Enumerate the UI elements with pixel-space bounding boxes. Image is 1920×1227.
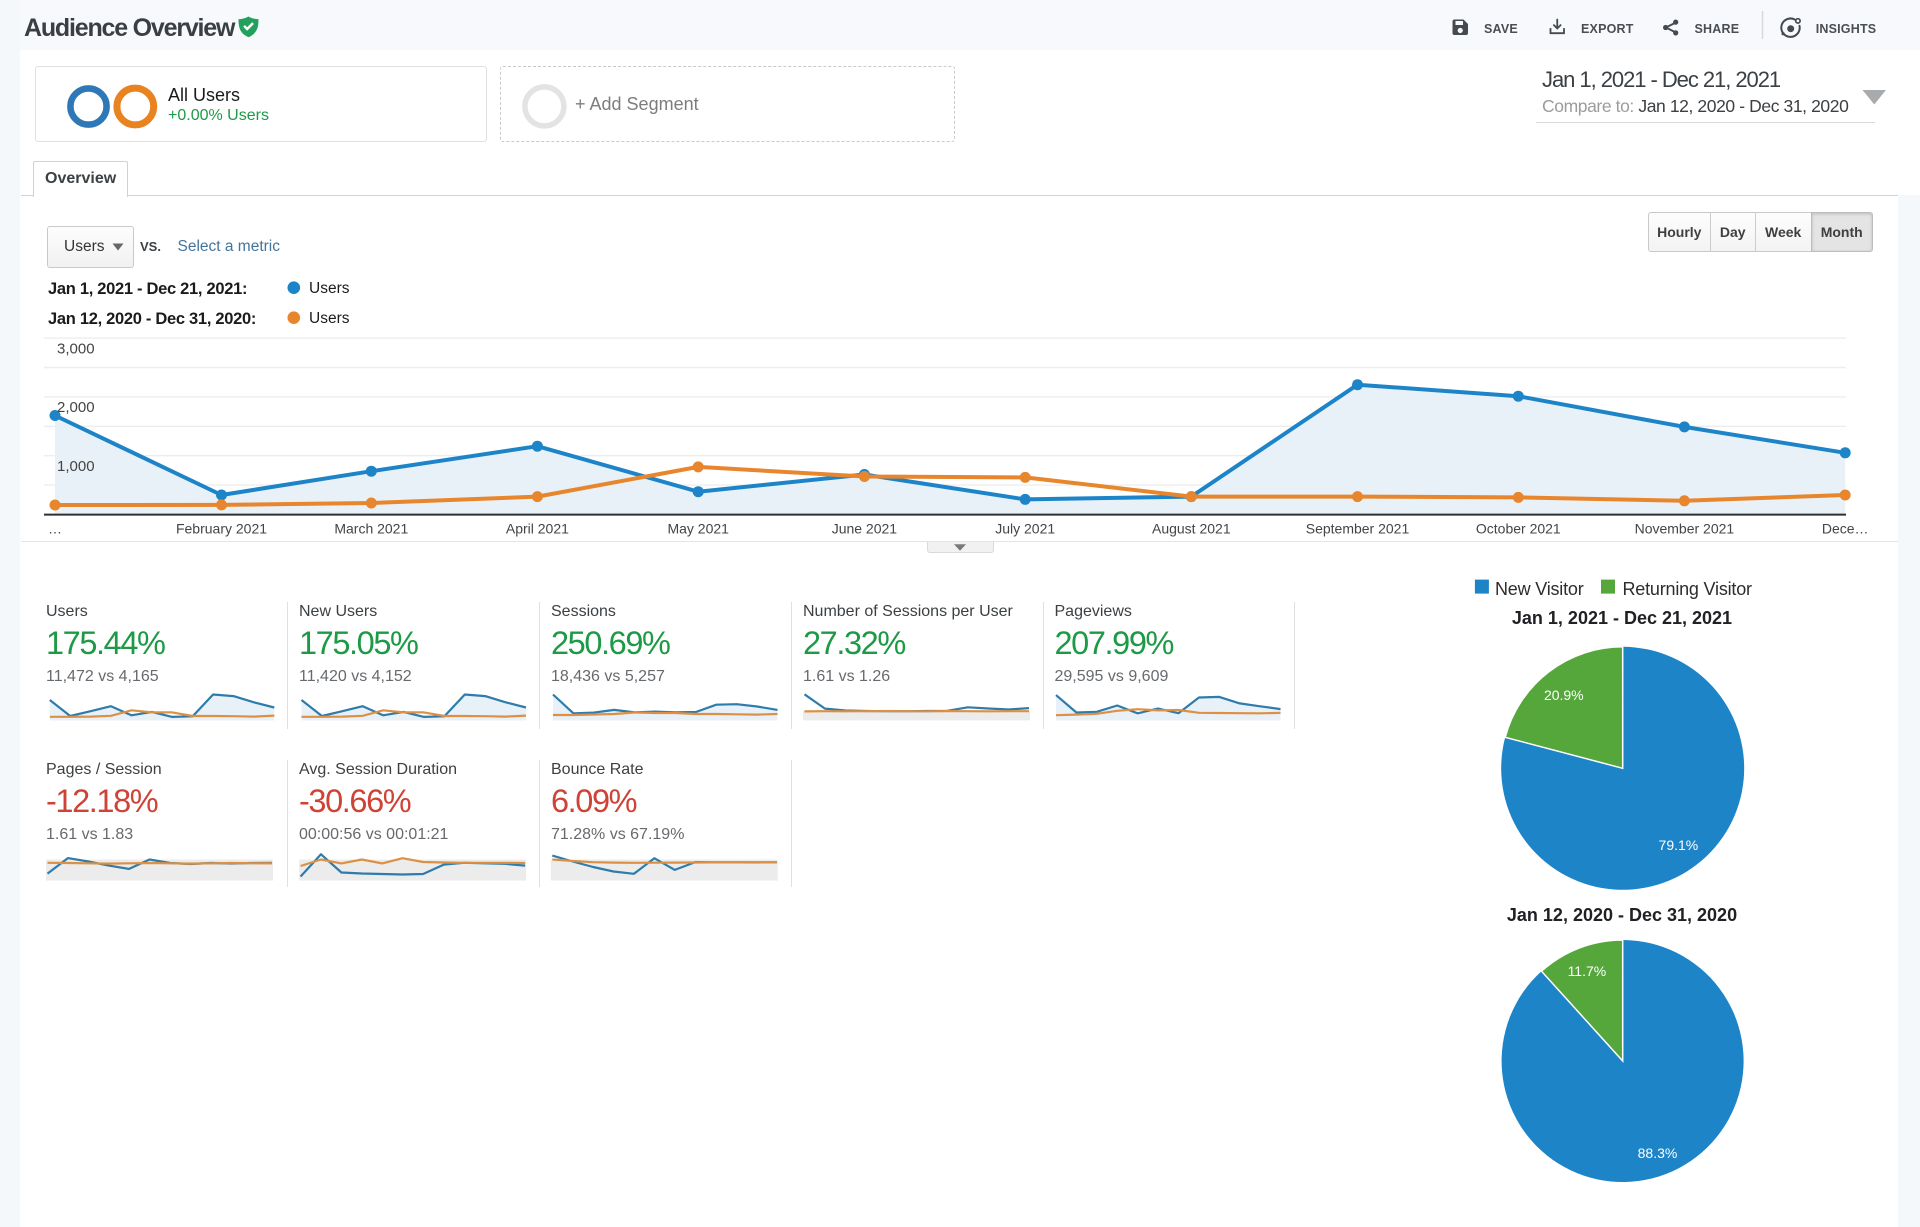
svg-text:79.1%: 79.1% [1659,837,1699,853]
svg-text:May 2021: May 2021 [667,521,729,537]
svg-text:11.7%: 11.7% [1568,963,1607,979]
svg-text:August 2021: August 2021 [1152,521,1231,537]
svg-text:June 2021: June 2021 [832,521,898,537]
svg-text:September 2021: September 2021 [1306,521,1410,537]
svg-text:November 2021: November 2021 [1635,521,1735,537]
svg-text:February 2021: February 2021 [176,521,267,537]
svg-text:1,000: 1,000 [57,458,95,475]
svg-text:March 2021: March 2021 [334,521,408,537]
svg-text:88.3%: 88.3% [1638,1145,1678,1161]
svg-text:October 2021: October 2021 [1476,521,1561,537]
svg-text:Dece…: Dece… [1822,521,1869,537]
svg-text:July 2021: July 2021 [995,521,1055,537]
svg-text:April 2021: April 2021 [506,521,569,537]
svg-text:3,000: 3,000 [57,340,95,357]
svg-text:20.9%: 20.9% [1544,687,1584,703]
svg-text:2,000: 2,000 [57,399,95,416]
svg-text:…: … [48,521,62,537]
